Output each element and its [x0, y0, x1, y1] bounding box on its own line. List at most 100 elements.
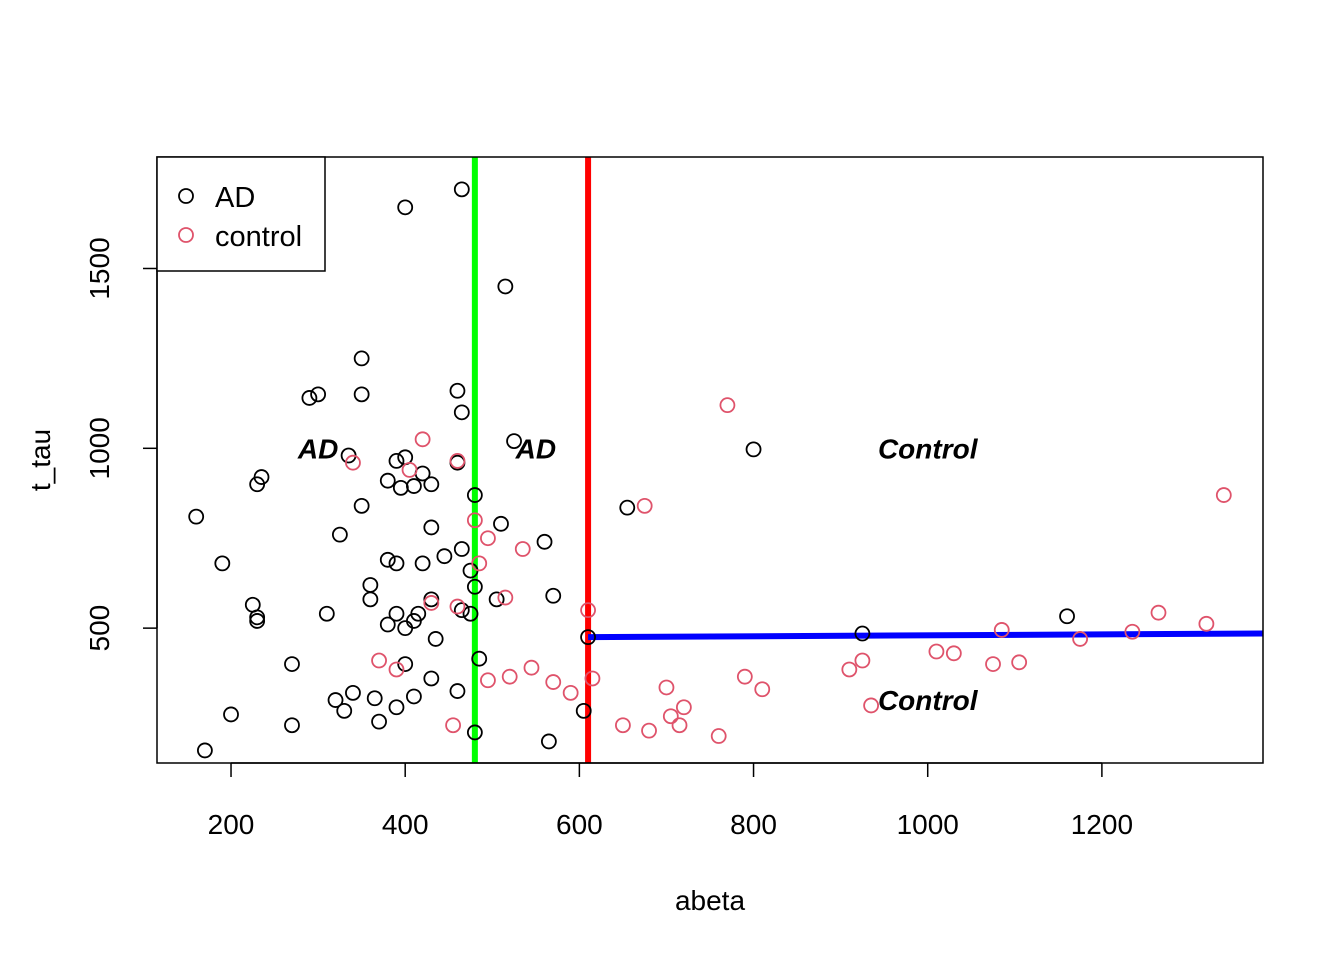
- point-control: [993, 622, 1010, 638]
- point-ad: [423, 670, 440, 687]
- point-ad: [284, 656, 300, 672]
- point-control: [641, 722, 657, 739]
- point-ad: [449, 683, 466, 699]
- point-ad: [353, 350, 370, 367]
- point-control: [719, 397, 736, 414]
- point-control: [615, 717, 631, 734]
- point-control: [449, 598, 466, 615]
- point-control: [945, 645, 962, 662]
- point-control: [1124, 623, 1141, 640]
- point-ad: [497, 278, 514, 295]
- point-ad: [223, 706, 239, 723]
- x-tick-label: 400: [382, 809, 429, 840]
- point-control: [562, 684, 579, 701]
- point-ad: [493, 515, 509, 532]
- point-ad: [536, 533, 553, 550]
- point-control: [1215, 487, 1232, 503]
- point-ad: [423, 591, 440, 608]
- point-control: [584, 670, 601, 687]
- point-ad: [854, 625, 871, 642]
- point-ad: [414, 555, 431, 572]
- point-ad: [188, 508, 205, 525]
- point-control: [388, 661, 405, 678]
- x-tick-label: 600: [556, 809, 603, 840]
- point-control: [371, 652, 387, 669]
- point-ad: [196, 742, 213, 759]
- point-ad: [388, 699, 405, 716]
- region-label: Control: [878, 433, 979, 464]
- point-control: [480, 672, 496, 689]
- point-ad: [397, 199, 414, 216]
- point-control: [710, 728, 727, 744]
- point-ad: [388, 605, 405, 622]
- point-control: [675, 699, 692, 716]
- legend-label-control: control: [215, 221, 302, 253]
- point-ad: [392, 479, 409, 496]
- point-ad: [397, 656, 414, 672]
- point-ad: [453, 181, 470, 198]
- point-control: [449, 452, 466, 469]
- y-tick-label: 500: [84, 605, 115, 652]
- point-control: [401, 461, 418, 478]
- point-ad: [345, 684, 361, 701]
- point-ad: [379, 616, 396, 633]
- point-ad: [362, 577, 379, 593]
- point-ad: [388, 452, 405, 469]
- point-control: [545, 674, 562, 690]
- point-ad: [366, 690, 383, 707]
- point-ad: [310, 386, 327, 403]
- point-control: [445, 717, 461, 734]
- point-ad: [379, 472, 396, 489]
- point-ad: [423, 519, 440, 536]
- x-tick-label: 1200: [1071, 809, 1133, 840]
- region-label: AD: [297, 433, 338, 464]
- point-ad: [331, 526, 348, 543]
- point-control: [671, 717, 688, 734]
- point-control: [471, 555, 488, 572]
- point-ad: [249, 476, 266, 493]
- point-control: [854, 652, 871, 669]
- point-ad: [449, 382, 466, 399]
- point-ad: [379, 551, 396, 568]
- point-control: [658, 679, 675, 696]
- x-tick-label: 1000: [897, 809, 959, 840]
- y-tick-label: 1500: [84, 237, 115, 299]
- point-ad: [506, 433, 522, 450]
- point-ad: [388, 555, 405, 572]
- point-ad: [301, 390, 318, 406]
- point-control: [497, 589, 514, 606]
- point-control: [345, 454, 361, 471]
- point-control: [754, 681, 771, 698]
- point-control: [928, 643, 945, 660]
- point-ad: [336, 702, 353, 719]
- region-label: Control: [878, 685, 979, 716]
- point-ad: [406, 478, 422, 494]
- point-ad: [353, 497, 370, 514]
- point-ad: [249, 613, 266, 629]
- point-ad: [214, 555, 231, 572]
- point-control: [580, 602, 596, 619]
- blue-split-line: [588, 630, 1264, 641]
- x-axis-title: abeta: [675, 885, 745, 916]
- point-control: [423, 595, 440, 611]
- point-ad: [453, 404, 470, 421]
- point-ad: [284, 717, 300, 734]
- point-ad: [453, 541, 470, 557]
- x-tick-label: 800: [730, 809, 777, 840]
- point-control: [841, 661, 858, 678]
- x-tick-label: 200: [208, 809, 255, 840]
- point-ad: [249, 609, 266, 626]
- point-ad: [545, 587, 562, 604]
- point-control: [514, 541, 531, 557]
- point-ad: [423, 476, 440, 493]
- point-ad: [371, 713, 387, 730]
- point-ad: [406, 613, 422, 629]
- point-ad: [406, 688, 422, 705]
- region-label: AD: [515, 433, 556, 464]
- point-ad: [471, 650, 488, 667]
- point-ad: [575, 702, 592, 719]
- point-control: [466, 512, 483, 529]
- point-control: [736, 668, 753, 685]
- point-ad: [397, 620, 414, 637]
- point-ad: [466, 578, 483, 595]
